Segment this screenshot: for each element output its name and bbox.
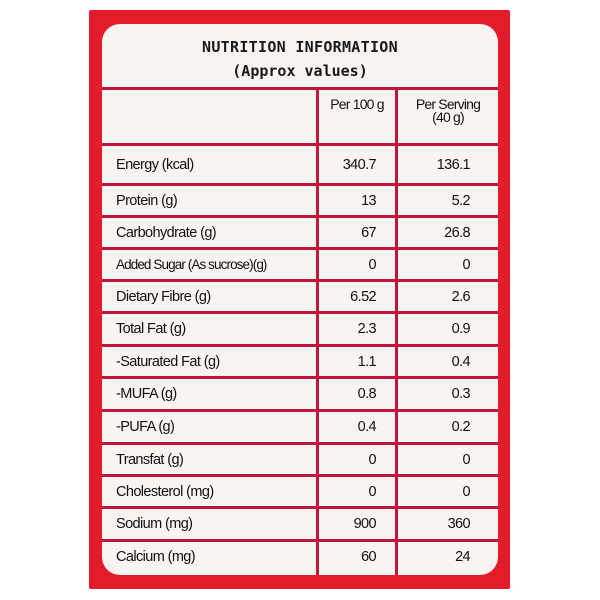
- row-value-per100g-cholesterol: 0: [368, 483, 377, 500]
- row-value-perserving-mufa: 0.3: [451, 386, 471, 402]
- row-value-per100g-transfat: 0: [368, 451, 377, 468]
- row-divider: [102, 311, 498, 314]
- row-value-per100g-mufa: 0.8: [357, 386, 377, 402]
- row-label-transfat: Transfat (g): [116, 451, 184, 468]
- row-value-perserving-cholesterol: 0: [462, 483, 471, 500]
- row-value-per100g-total-fat: 2.3: [357, 321, 377, 337]
- column-divider-1: [316, 87, 319, 575]
- title-block: NUTRITION INFORMATION (Approx values): [102, 24, 498, 87]
- row-value-perserving-protein: 5.2: [451, 192, 471, 209]
- row-label-energy: Energy (kcal): [116, 156, 194, 173]
- row-value-perserving-energy: 136.1: [436, 156, 471, 173]
- header-per-serving-line2: (40 g): [432, 109, 465, 125]
- row-label-total-fat: Total Fat (g): [116, 321, 186, 337]
- column-divider-2: [395, 87, 398, 575]
- row-value-perserving-added-sugar: 0: [462, 256, 471, 273]
- label-subtitle: (Approx values): [232, 62, 368, 80]
- row-value-perserving-saturated-fat: 0.4: [451, 353, 471, 370]
- row-value-perserving-transfat: 0: [462, 451, 471, 468]
- row-label-calcium: Calcium (mg): [116, 549, 196, 565]
- row-label-added-sugar: Added Sugar (As sucrose)(g): [116, 257, 267, 272]
- label-title: NUTRITION INFORMATION: [202, 38, 398, 56]
- row-value-perserving-dietary-fibre: 2.6: [451, 288, 471, 305]
- row-value-perserving-total-fat: 0.9: [451, 321, 471, 337]
- row-label-pufa: -PUFA (g): [116, 419, 175, 435]
- row-value-per100g-saturated-fat: 1.1: [357, 353, 377, 370]
- row-value-perserving-carbohydrate: 26.8: [444, 224, 470, 241]
- row-value-per100g-pufa: 0.4: [357, 419, 377, 435]
- row-divider: [102, 143, 498, 146]
- row-label-protein: Protein (g): [116, 192, 178, 209]
- row-value-perserving-pufa: 0.2: [451, 419, 471, 435]
- row-value-perserving-calcium: 24: [455, 549, 471, 565]
- row-value-per100g-energy: 340.7: [342, 156, 377, 173]
- row-divider: [102, 539, 498, 542]
- row-divider: [102, 183, 498, 186]
- row-label-mufa: -MUFA (g): [116, 386, 177, 402]
- row-value-per100g-protein: 13: [361, 192, 377, 209]
- row-label-saturated-fat: -Saturated Fat (g): [116, 353, 220, 370]
- row-label-carbohydrate: Carbohydrate (g): [116, 224, 217, 241]
- row-divider: [102, 215, 498, 218]
- row-value-perserving-sodium: 360: [447, 516, 471, 532]
- row-label-sodium: Sodium (mg): [116, 516, 193, 532]
- row-divider: [102, 279, 498, 282]
- row-value-per100g-dietary-fibre: 6.52: [350, 288, 376, 305]
- row-label-cholesterol: Cholesterol (mg): [116, 483, 214, 500]
- header-nutrient: [102, 90, 316, 143]
- header-per-100g: Per 100 g: [330, 96, 384, 112]
- header-per-serving: Per Serving (40 g): [398, 90, 498, 143]
- row-divider: [102, 376, 498, 379]
- row-value-per100g-carbohydrate: 67: [361, 224, 377, 241]
- row-label-dietary-fibre: Dietary Fibre (g): [116, 288, 211, 305]
- row-divider: [102, 442, 498, 445]
- row-value-per100g-calcium: 60: [361, 549, 377, 565]
- row-divider: [102, 474, 498, 477]
- nutrition-label-panel: NUTRITION INFORMATION (Approx values) Pe…: [102, 24, 498, 575]
- row-divider: [102, 409, 498, 412]
- row-divider: [102, 506, 498, 509]
- row-divider: [102, 344, 498, 347]
- nutrition-label-frame: NUTRITION INFORMATION (Approx values) Pe…: [89, 10, 510, 589]
- header-per-serving-line1: Per Serving: [415, 96, 481, 112]
- row-value-per100g-added-sugar: 0: [368, 256, 377, 273]
- row-divider: [102, 247, 498, 250]
- table-top-line: [102, 87, 498, 90]
- row-value-per100g-sodium: 900: [353, 516, 377, 532]
